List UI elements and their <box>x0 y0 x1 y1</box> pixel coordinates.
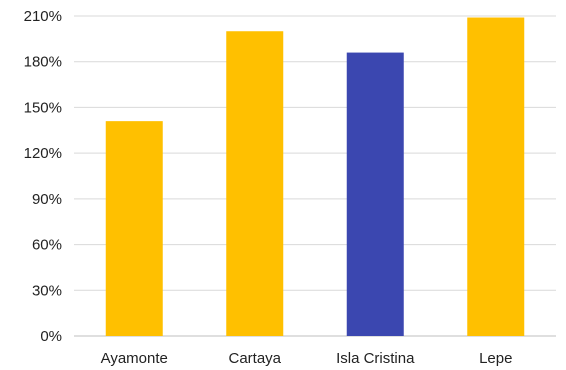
y-tick-label: 90% <box>32 191 62 208</box>
y-tick-label: 180% <box>24 54 62 71</box>
x-category-label: Ayamonte <box>101 350 168 367</box>
y-tick-label: 120% <box>24 145 62 162</box>
y-axis-tick-labels: 0% 30% 60% 90% 120% 150% 180% 210% <box>24 8 62 345</box>
y-tick-label: 210% <box>24 8 62 25</box>
y-tick-label: 60% <box>32 237 62 254</box>
y-tick-label: 0% <box>40 328 62 345</box>
bar-cartaya <box>226 31 284 336</box>
bars <box>105 17 525 337</box>
y-tick-label: 150% <box>24 99 62 116</box>
bar-isla-cristina <box>346 52 404 336</box>
x-category-label: Isla Cristina <box>336 350 415 367</box>
bar-ayamonte <box>105 121 163 337</box>
y-tick-label: 30% <box>32 282 62 299</box>
bar-lepe <box>467 17 525 337</box>
x-axis-category-labels: Ayamonte Cartaya Isla Cristina Lepe <box>101 350 513 367</box>
x-category-label: Cartaya <box>228 350 281 367</box>
x-category-label: Lepe <box>479 350 512 367</box>
